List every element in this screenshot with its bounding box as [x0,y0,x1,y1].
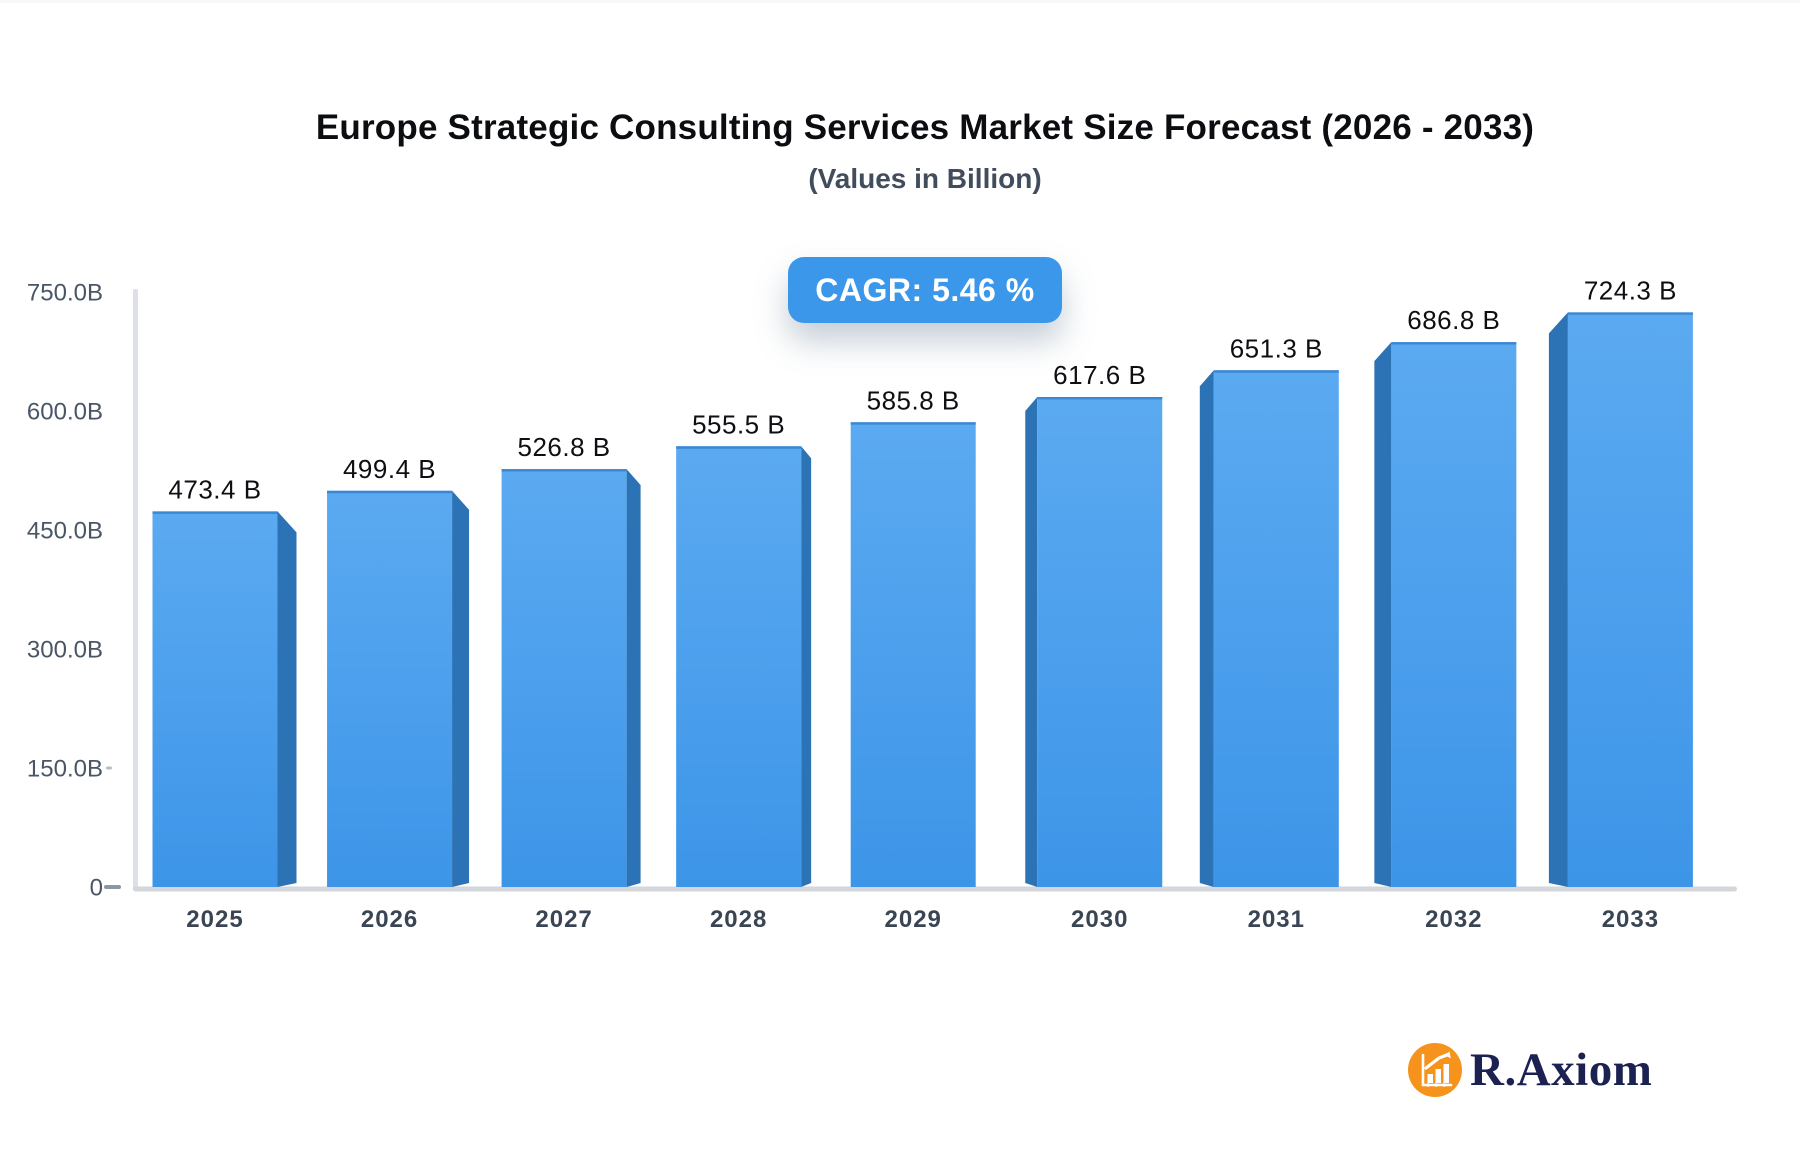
bar-front-face [1037,397,1163,887]
bar-2033 [1548,312,1693,887]
bar-2025 [152,511,297,887]
bar-2032 [1374,342,1517,887]
y-tick-label: 0 [90,875,103,902]
bar-front-face [1391,342,1517,887]
x-axis-label: 2027 [535,906,592,933]
cagr-badge-label: CAGR: 5.46 % [815,271,1035,308]
y-tick-label: 600.0B [27,399,103,426]
bar-front-face [501,469,627,887]
bar-side-face [1199,370,1214,887]
axes: 0 150.0B 300.0B 450.0B 600.0B 750.0B [27,280,1737,902]
top-edge-strip [0,0,1800,3]
bar-side-face [801,446,812,887]
bar-front-face [1213,370,1339,887]
chart-subtitle: (Values in Billion) [808,163,1042,194]
bar-2030 [1025,397,1163,887]
bar-value-label: 585.8 B [867,385,960,415]
bar-value-label: 473.4 B [168,474,261,504]
bar-front-face [850,422,976,887]
bar-side-face [452,490,470,887]
x-axis-label: 2028 [710,906,767,933]
cagr-badge: CAGR: 5.46 % [788,257,1062,323]
brand-name: R.Axiom [1470,1044,1653,1096]
bar-2031 [1199,370,1339,887]
bar-2029 [850,422,976,887]
x-axis-label: 2026 [361,906,418,933]
x-axis-label: 2032 [1425,906,1482,933]
x-axis-label: 2031 [1248,906,1305,933]
bar-front-face [1567,312,1693,887]
y-tick-label: 150.0B [27,756,103,783]
x-axis-label: 2029 [885,906,942,933]
y-tick-label: 300.0B [27,637,103,664]
bar-front-face [676,446,802,887]
bar-value-label: 724.3 B [1584,275,1677,305]
bar-side-face [1548,312,1568,887]
bars-group [152,312,1693,887]
bar-value-label: 651.3 B [1230,333,1323,363]
bar-2027 [501,469,641,887]
bar-side-face [1025,397,1038,887]
brand-logo: R.Axiom [1406,1038,1652,1102]
y-tick-mark [104,885,121,889]
bar-front-face [152,511,278,887]
bar-side-face [626,469,641,887]
bar-value-label: 617.6 B [1053,360,1146,390]
y-axis-line [133,289,138,891]
bar-2026 [327,490,470,887]
x-axis-label: 2025 [186,906,243,933]
bar-value-label: 555.5 B [692,409,785,439]
y-tick-label: 450.0B [27,518,103,545]
bar-value-label: 686.8 B [1407,305,1500,335]
bar-front-face [327,490,453,887]
bar-value-label: 499.4 B [343,454,436,484]
bar-side-face [277,511,297,887]
x-axis-label: 2033 [1602,906,1659,933]
x-baseline [133,886,1737,892]
chart-title: Europe Strategic Consulting Services Mar… [315,108,1535,147]
labels-group: 473.4 B 2025 499.4 B 2026 526.8 B 2027 555.5 B… [168,275,1677,933]
y-tick-mark [106,766,112,770]
bar-chart-growth-icon [1408,1043,1462,1097]
x-axis-label: 2030 [1071,906,1128,933]
y-tick-label: 750.0B [27,280,103,307]
bar-value-label: 526.8 B [518,432,611,462]
bar-side-face [1374,342,1392,887]
bar-2028 [676,446,812,887]
